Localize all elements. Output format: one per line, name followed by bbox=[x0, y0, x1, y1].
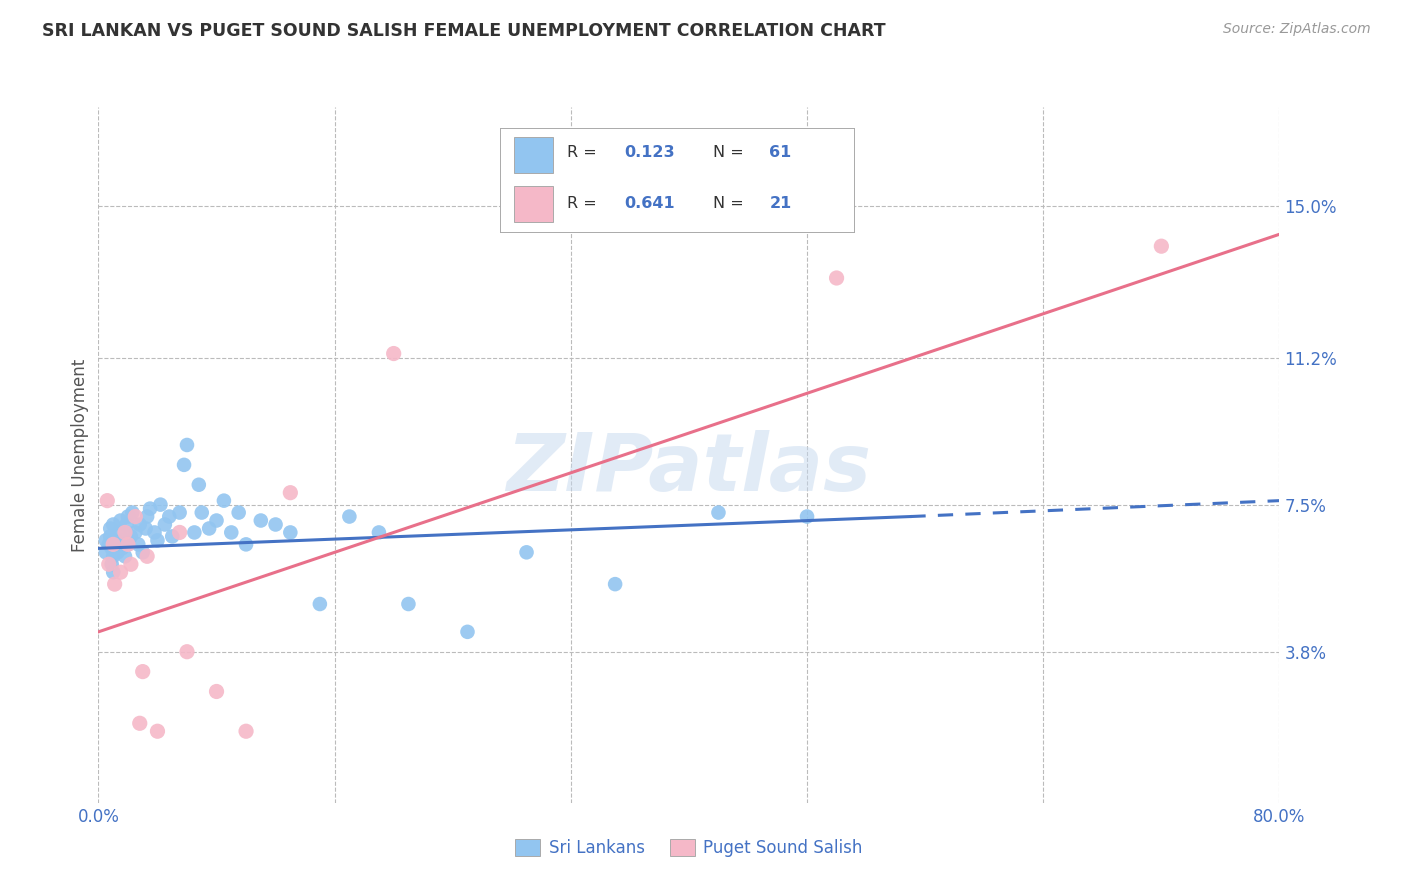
Point bbox=[205, 514, 228, 528]
Point bbox=[146, 533, 169, 548]
Point bbox=[169, 525, 191, 540]
Point bbox=[1150, 239, 1173, 253]
Point bbox=[396, 597, 419, 611]
Point bbox=[108, 525, 131, 540]
Point bbox=[121, 506, 143, 520]
Point bbox=[114, 525, 136, 540]
Point bbox=[105, 537, 128, 551]
Point bbox=[149, 498, 172, 512]
Point bbox=[103, 517, 125, 532]
Legend: Sri Lankans, Puget Sound Salish: Sri Lankans, Puget Sound Salish bbox=[509, 832, 869, 864]
Point bbox=[796, 509, 818, 524]
Point bbox=[250, 514, 273, 528]
Point bbox=[235, 724, 257, 739]
Point bbox=[97, 558, 120, 572]
Point bbox=[117, 537, 139, 551]
Point bbox=[456, 624, 478, 639]
Text: ZIPatlas: ZIPatlas bbox=[506, 430, 872, 508]
Point bbox=[111, 541, 134, 556]
Point bbox=[339, 509, 360, 524]
Point bbox=[128, 517, 150, 532]
Point bbox=[110, 514, 132, 528]
Point bbox=[98, 521, 121, 535]
Point bbox=[382, 346, 405, 360]
Point bbox=[278, 485, 302, 500]
Point bbox=[100, 558, 122, 572]
Point bbox=[103, 533, 125, 548]
Point bbox=[136, 509, 159, 524]
Point bbox=[264, 517, 287, 532]
Point bbox=[143, 525, 166, 540]
Point bbox=[136, 549, 159, 564]
Point bbox=[117, 509, 139, 524]
Text: SRI LANKAN VS PUGET SOUND SALISH FEMALE UNEMPLOYMENT CORRELATION CHART: SRI LANKAN VS PUGET SOUND SALISH FEMALE … bbox=[42, 22, 886, 40]
Point bbox=[139, 501, 162, 516]
Point bbox=[96, 493, 118, 508]
Point bbox=[162, 529, 183, 543]
Point bbox=[219, 525, 242, 540]
Point bbox=[278, 525, 302, 540]
Point bbox=[309, 597, 332, 611]
Point bbox=[94, 533, 117, 548]
Point bbox=[173, 458, 195, 472]
Point bbox=[98, 529, 121, 543]
Point bbox=[115, 517, 138, 532]
Point bbox=[120, 558, 142, 572]
Point bbox=[825, 271, 848, 285]
Point bbox=[124, 525, 146, 540]
Point bbox=[103, 565, 125, 579]
Point bbox=[707, 506, 730, 520]
Point bbox=[127, 537, 149, 551]
Point bbox=[191, 506, 214, 520]
Point bbox=[94, 545, 117, 559]
Point bbox=[132, 665, 155, 679]
Point bbox=[169, 506, 191, 520]
Point bbox=[107, 545, 129, 559]
Point bbox=[100, 541, 122, 556]
Point bbox=[104, 577, 127, 591]
Point bbox=[146, 724, 169, 739]
Point bbox=[110, 565, 132, 579]
Point bbox=[120, 529, 142, 543]
Point bbox=[103, 537, 125, 551]
Y-axis label: Female Unemployment: Female Unemployment bbox=[70, 359, 89, 551]
Point bbox=[198, 521, 221, 535]
Point bbox=[157, 509, 180, 524]
Point bbox=[117, 537, 139, 551]
Point bbox=[135, 521, 157, 535]
Point bbox=[176, 645, 198, 659]
Point bbox=[235, 537, 257, 551]
Point bbox=[124, 509, 146, 524]
Point bbox=[112, 533, 135, 548]
Point bbox=[114, 549, 136, 564]
Point bbox=[515, 545, 537, 559]
Point bbox=[205, 684, 228, 698]
Point bbox=[228, 506, 250, 520]
Point bbox=[132, 545, 155, 559]
Point bbox=[103, 549, 125, 564]
Point bbox=[176, 438, 198, 452]
Point bbox=[212, 493, 235, 508]
Point bbox=[128, 716, 150, 731]
Point bbox=[183, 525, 205, 540]
Point bbox=[187, 477, 209, 491]
Point bbox=[368, 525, 391, 540]
Text: Source: ZipAtlas.com: Source: ZipAtlas.com bbox=[1223, 22, 1371, 37]
Point bbox=[153, 517, 176, 532]
Point bbox=[97, 537, 120, 551]
Point bbox=[605, 577, 627, 591]
Point bbox=[114, 525, 136, 540]
